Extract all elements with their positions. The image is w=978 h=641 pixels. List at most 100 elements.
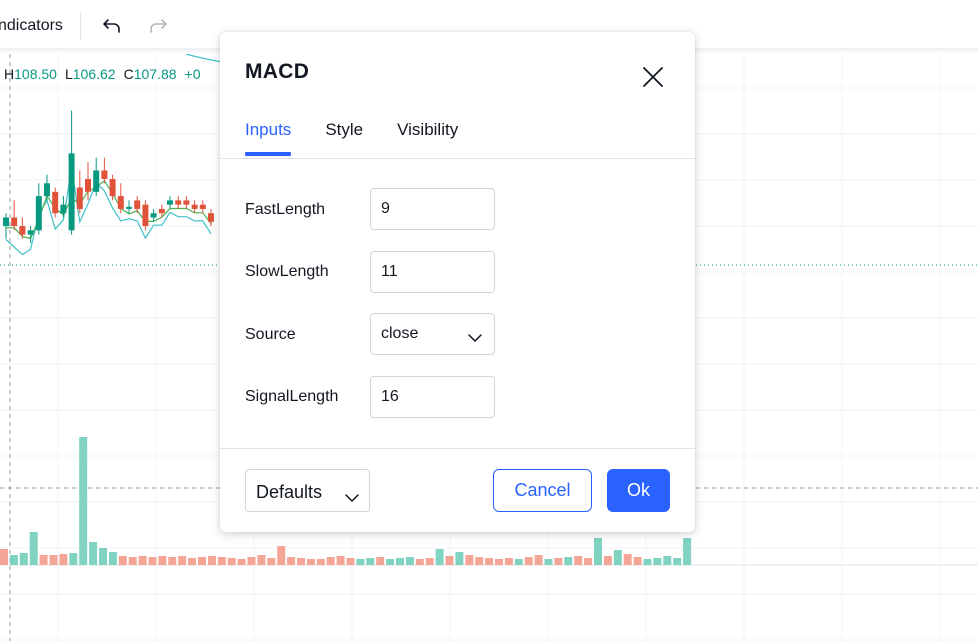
candle-body <box>208 213 214 222</box>
volume-bar <box>425 558 434 565</box>
candle-body <box>117 196 124 209</box>
volume-bar <box>158 556 167 565</box>
low-value: 106.62 <box>72 66 116 82</box>
slow-length-value[interactable] <box>381 263 494 281</box>
high-value: 108.50 <box>14 66 57 82</box>
candle-body <box>19 226 26 235</box>
moving-average-teal-top <box>185 54 223 63</box>
candle-body <box>101 170 108 179</box>
fast-length-input[interactable] <box>370 188 495 230</box>
chevron-down-icon <box>345 486 359 507</box>
volume-bar <box>564 557 573 565</box>
defaults-label: Defaults <box>256 482 323 502</box>
dialog-title: MACD <box>245 60 310 83</box>
change-value: +0 <box>184 66 201 82</box>
volume-bar <box>316 559 325 565</box>
volume-bar <box>574 556 583 565</box>
toolbar-divider <box>79 12 81 40</box>
volume-bar <box>99 548 107 565</box>
candle-body <box>167 200 173 205</box>
volume-bar <box>49 555 58 565</box>
signal-length-value[interactable] <box>381 388 494 406</box>
macd-settings-dialog: MACD Inputs Style Visibility FastLength … <box>220 32 695 532</box>
volume-bar <box>306 559 315 565</box>
volume-bar <box>346 558 355 565</box>
volume-bar <box>524 557 533 565</box>
candle-body <box>11 217 18 227</box>
volume-bar <box>168 557 177 565</box>
slow-length-label: SlowLength <box>245 263 329 280</box>
volume-bar <box>366 558 375 565</box>
candle-body <box>52 191 59 214</box>
candle-body <box>142 204 149 227</box>
candle-body <box>60 204 67 214</box>
tab-style[interactable]: Style <box>325 120 364 139</box>
source-selected-value: close <box>381 325 419 342</box>
candle-body <box>35 196 42 231</box>
candle-body <box>150 213 157 218</box>
tabs-divider <box>220 158 695 159</box>
volume-bar <box>148 557 157 565</box>
volume-bar <box>683 538 692 565</box>
volume-bar <box>79 437 88 565</box>
volume-bar <box>584 558 593 565</box>
volume-bar <box>326 557 335 565</box>
volume-bar <box>455 552 464 565</box>
volume-bar <box>544 559 553 565</box>
volume-bar <box>386 559 395 565</box>
volume-bar <box>237 559 246 565</box>
volume-bar <box>663 556 672 565</box>
volume-bar <box>504 558 513 565</box>
close-label: C <box>123 66 134 82</box>
ohlc-legend: H108.50 L106.62 C107.88 +0 <box>4 66 209 82</box>
low-label: L <box>64 66 73 82</box>
indicators-button[interactable]: ndicators <box>0 17 63 34</box>
volume-bar <box>623 554 632 565</box>
volume-bar <box>207 556 216 565</box>
volume-bar <box>29 532 38 565</box>
tab-inputs[interactable]: Inputs <box>245 116 292 158</box>
redo-arrow-icon[interactable] <box>141 9 175 43</box>
volume-bar <box>19 553 28 565</box>
ok-button[interactable]: Ok <box>607 469 670 512</box>
candle-body <box>76 187 83 209</box>
volume-bar <box>603 556 612 565</box>
candle-body <box>199 204 206 209</box>
volume-bar <box>415 559 424 565</box>
volume-bar <box>554 558 563 565</box>
tab-visibility[interactable]: Visibility <box>397 120 459 139</box>
volume-bar <box>198 557 206 565</box>
signal-length-input[interactable] <box>370 376 495 418</box>
volume-bar <box>673 558 682 565</box>
volume-bar <box>9 555 18 565</box>
volume-bar <box>69 553 78 565</box>
volume-bar <box>188 558 197 565</box>
volume-bar <box>653 558 662 565</box>
volume-bar <box>514 559 523 565</box>
candle-body <box>175 200 182 205</box>
cancel-button[interactable]: Cancel <box>493 469 592 512</box>
volume-bar <box>435 549 444 565</box>
volume-bar <box>108 552 117 565</box>
volume-bar <box>396 558 404 565</box>
close-x-icon[interactable] <box>638 62 668 92</box>
fast-length-label: FastLength <box>245 201 326 218</box>
volume-bar <box>0 549 8 565</box>
source-select[interactable]: close <box>370 313 495 355</box>
volume-bar <box>534 555 543 565</box>
candle-body <box>183 200 190 205</box>
footer-divider <box>220 448 695 449</box>
close-value: 107.88 <box>133 66 177 82</box>
candle-body <box>134 200 141 209</box>
candle-body <box>3 217 9 227</box>
undo-arrow-icon[interactable] <box>95 9 129 43</box>
volume-bar <box>128 557 137 565</box>
volume-bar <box>485 558 494 565</box>
defaults-dropdown-button[interactable]: Defaults <box>245 469 370 512</box>
candle-body <box>27 230 34 235</box>
dialog-tabs: Inputs Style Visibility <box>245 116 492 158</box>
slow-length-input[interactable] <box>370 251 495 293</box>
volume-bar <box>138 556 147 565</box>
fast-length-value[interactable] <box>381 200 494 218</box>
source-label: Source <box>245 326 296 343</box>
